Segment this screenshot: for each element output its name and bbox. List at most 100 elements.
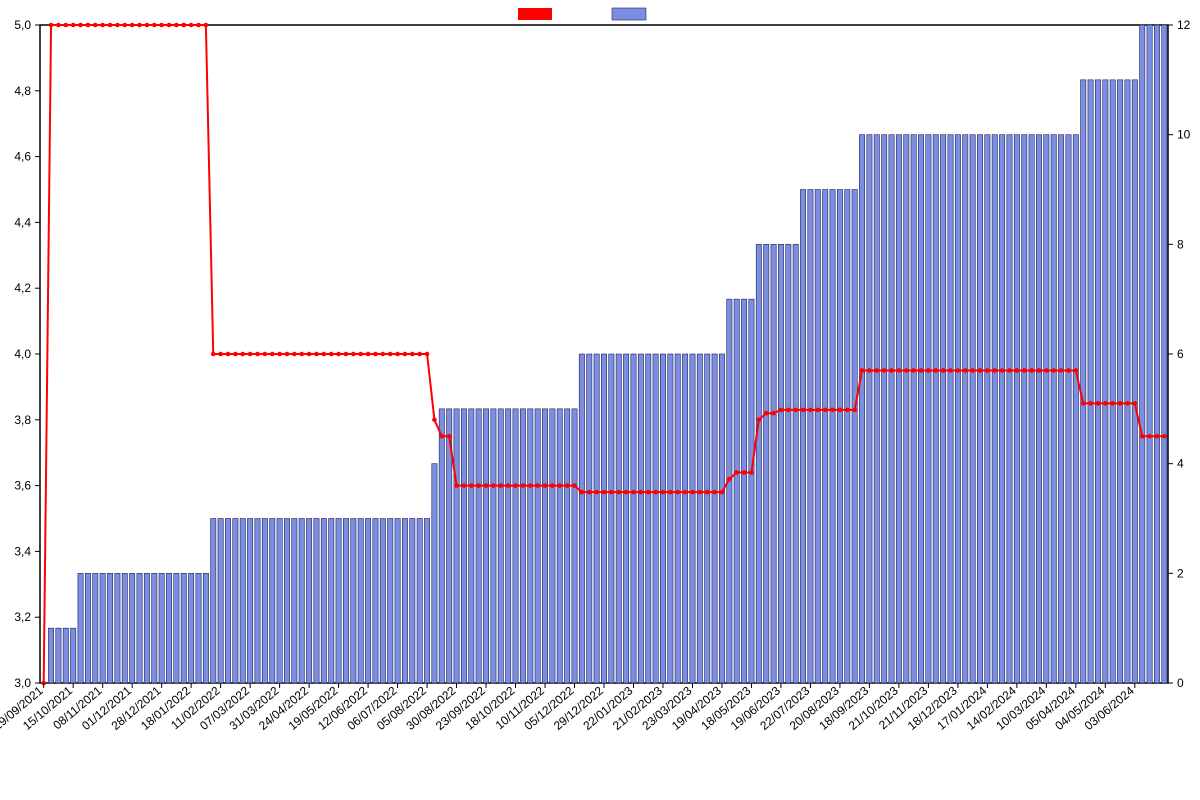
bar: [100, 573, 105, 683]
line-marker: [100, 23, 105, 28]
bar: [904, 135, 909, 683]
line-marker: [963, 368, 968, 373]
line-marker: [314, 352, 319, 357]
line-marker: [823, 408, 828, 413]
line-marker: [432, 418, 437, 423]
bar: [756, 244, 761, 683]
bar: [203, 573, 208, 683]
bar: [424, 519, 429, 684]
line-marker: [255, 352, 260, 357]
line-marker: [904, 368, 909, 373]
line-marker: [307, 352, 312, 357]
line-marker: [661, 490, 666, 495]
line-marker: [240, 352, 245, 357]
bar: [579, 354, 584, 683]
line-marker: [491, 483, 496, 488]
bar: [506, 409, 511, 683]
line-marker: [572, 483, 577, 488]
y-left-tick-label: 4,6: [14, 150, 31, 164]
bar: [896, 135, 901, 683]
bar: [513, 409, 518, 683]
bar: [867, 135, 872, 683]
bar: [71, 628, 76, 683]
line-marker: [71, 23, 76, 28]
bar: [306, 519, 311, 684]
bar: [1073, 135, 1078, 683]
bar: [247, 519, 252, 684]
line-marker: [1081, 401, 1086, 406]
line-marker: [108, 23, 113, 28]
line-marker: [181, 23, 186, 28]
line-marker: [285, 352, 290, 357]
bar: [454, 409, 459, 683]
line-marker: [985, 368, 990, 373]
line-marker: [690, 490, 695, 495]
bar: [314, 519, 319, 684]
line-marker: [1044, 368, 1049, 373]
line-marker: [292, 352, 297, 357]
bar: [609, 354, 614, 683]
legend: [518, 8, 646, 20]
line-marker: [1059, 368, 1064, 373]
bar: [63, 628, 68, 683]
bar: [211, 519, 216, 684]
bar: [675, 354, 680, 683]
line-marker: [1051, 368, 1056, 373]
bar: [1088, 80, 1093, 683]
line-marker: [543, 483, 548, 488]
line-marker: [557, 483, 562, 488]
line-marker: [594, 490, 599, 495]
bar: [1051, 135, 1056, 683]
bar: [977, 135, 982, 683]
bar: [166, 573, 171, 683]
bar: [572, 409, 577, 683]
bar: [1140, 25, 1145, 683]
bar: [233, 519, 238, 684]
bar: [948, 135, 953, 683]
line-marker: [779, 408, 784, 413]
y-left-tick-label: 4,2: [14, 281, 31, 295]
line-marker: [1140, 434, 1145, 439]
bar: [535, 409, 540, 683]
line-marker: [816, 408, 821, 413]
bar: [336, 519, 341, 684]
line-marker: [226, 352, 231, 357]
line-marker: [506, 483, 511, 488]
line-marker: [992, 368, 997, 373]
bar: [1154, 25, 1159, 683]
line-marker: [469, 483, 474, 488]
bar: [1132, 80, 1137, 683]
bar: [653, 354, 658, 683]
bar: [373, 519, 378, 684]
bar: [85, 573, 90, 683]
legend-swatch-line: [518, 8, 552, 20]
line-marker: [358, 352, 363, 357]
bar: [800, 190, 805, 684]
line-marker: [270, 352, 275, 357]
bar: [564, 409, 569, 683]
bar: [808, 190, 813, 684]
line-marker: [1125, 401, 1130, 406]
bar: [852, 190, 857, 684]
line-marker: [381, 352, 386, 357]
bar: [660, 354, 665, 683]
line-marker: [786, 408, 791, 413]
line-marker: [476, 483, 481, 488]
bar: [343, 519, 348, 684]
bar: [1029, 135, 1034, 683]
bar: [970, 135, 975, 683]
bar: [882, 135, 887, 683]
line-marker: [845, 408, 850, 413]
line-marker: [874, 368, 879, 373]
y-left-tick-label: 4,0: [14, 347, 31, 361]
y-right-tick-label: 4: [1177, 457, 1184, 471]
line-marker: [1000, 368, 1005, 373]
line-marker: [447, 434, 452, 439]
bar: [985, 135, 990, 683]
line-marker: [115, 23, 120, 28]
bar: [115, 573, 120, 683]
line-marker: [410, 352, 415, 357]
y-left-axis: 3,03,23,43,63,84,04,24,44,64,85,0: [14, 18, 40, 690]
bar: [778, 244, 783, 683]
line-marker: [152, 23, 157, 28]
